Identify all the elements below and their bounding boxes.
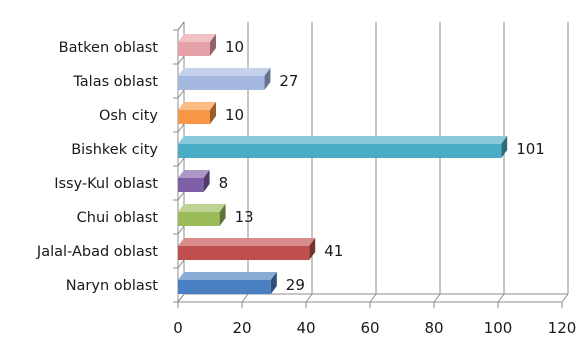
category-label-0: Naryn oblast <box>66 278 159 294</box>
side-wall-line-7 <box>177 55 185 65</box>
bar-side-face <box>264 68 271 90</box>
category-label-2: Chui oblast <box>77 210 159 226</box>
bar-front-face <box>178 178 204 192</box>
value-label-2: 13 <box>235 208 254 226</box>
bar-top-face <box>178 34 216 42</box>
value-label-1: 41 <box>324 242 343 260</box>
bar-front-face <box>178 76 265 90</box>
bar-7 <box>178 34 216 56</box>
bar-front-face <box>178 212 220 226</box>
floor-tick-100 <box>497 293 505 303</box>
x-tick-label-0: 0 <box>173 319 183 337</box>
bar-side-face <box>501 136 508 158</box>
bar-side-face <box>210 34 216 56</box>
side-wall-line-2 <box>177 225 185 235</box>
bar-6 <box>178 68 271 90</box>
value-label-3: 8 <box>219 174 229 192</box>
side-wall-line-0 <box>177 293 185 303</box>
x-tick-label-80: 80 <box>424 319 443 337</box>
bar-front-face <box>178 144 502 158</box>
floor-tick-20 <box>241 293 249 303</box>
side-wall-line-5 <box>177 123 185 133</box>
bar-5 <box>178 102 216 124</box>
bar-front-face <box>178 42 210 56</box>
floor-tick-80 <box>433 293 441 303</box>
x-tick-label-40: 40 <box>296 319 315 337</box>
bar-layer <box>178 34 508 294</box>
bar-top-face <box>178 272 277 280</box>
x-tick-label-100: 100 <box>484 319 513 337</box>
bar-top-face <box>178 136 508 144</box>
side-wall-line-4 <box>177 157 185 167</box>
bar-side-face <box>210 102 216 124</box>
side-wall-line-3 <box>177 191 185 201</box>
axis-layer <box>173 21 569 308</box>
side-wall-line-1 <box>177 259 185 269</box>
floor-tick-60 <box>369 293 377 303</box>
bar-3 <box>178 170 210 192</box>
x-tick-label-60: 60 <box>360 319 379 337</box>
bar-top-face <box>178 68 271 76</box>
value-label-6: 27 <box>279 72 298 90</box>
floor-tick-40 <box>305 293 313 303</box>
bar-side-face <box>219 204 226 226</box>
category-label-6: Talas oblast <box>72 74 158 90</box>
value-label-0: 29 <box>286 276 305 294</box>
bar-front-face <box>178 246 310 260</box>
category-label-5: Osh city <box>99 108 158 124</box>
category-label-7: Batken oblast <box>59 40 159 56</box>
category-label-4: Bishkek city <box>71 142 158 158</box>
bar-top-face <box>178 102 216 110</box>
bar-0 <box>178 272 277 294</box>
bar-top-face <box>178 170 210 178</box>
category-label-1: Jalal-Abad oblast <box>36 244 158 260</box>
category-label-3: Issy-Kul oblast <box>54 176 158 192</box>
bar-side-face <box>270 272 277 294</box>
value-label-4: 101 <box>516 140 545 158</box>
side-wall-line-6 <box>177 89 185 99</box>
value-label-7: 10 <box>225 38 244 56</box>
x-tick-label-20: 20 <box>232 319 251 337</box>
bar-top-face <box>178 238 316 246</box>
value-label-5: 10 <box>225 106 244 124</box>
side-wall-line-8 <box>177 21 185 31</box>
bar-1 <box>178 238 316 260</box>
bar-4 <box>178 136 508 158</box>
x-tick-label-120: 120 <box>548 319 577 337</box>
label-layer: 0 20 40 60 80 100 120 Naryn oblast 29 Jalal-Abad … <box>36 38 576 337</box>
floor-tick-120 <box>561 293 569 303</box>
bar-2 <box>178 204 226 226</box>
bar-side-face <box>309 238 316 260</box>
bar-front-face <box>178 110 210 124</box>
bar-side-face <box>203 170 210 192</box>
bar-top-face <box>178 204 226 212</box>
bar-front-face <box>178 280 271 294</box>
